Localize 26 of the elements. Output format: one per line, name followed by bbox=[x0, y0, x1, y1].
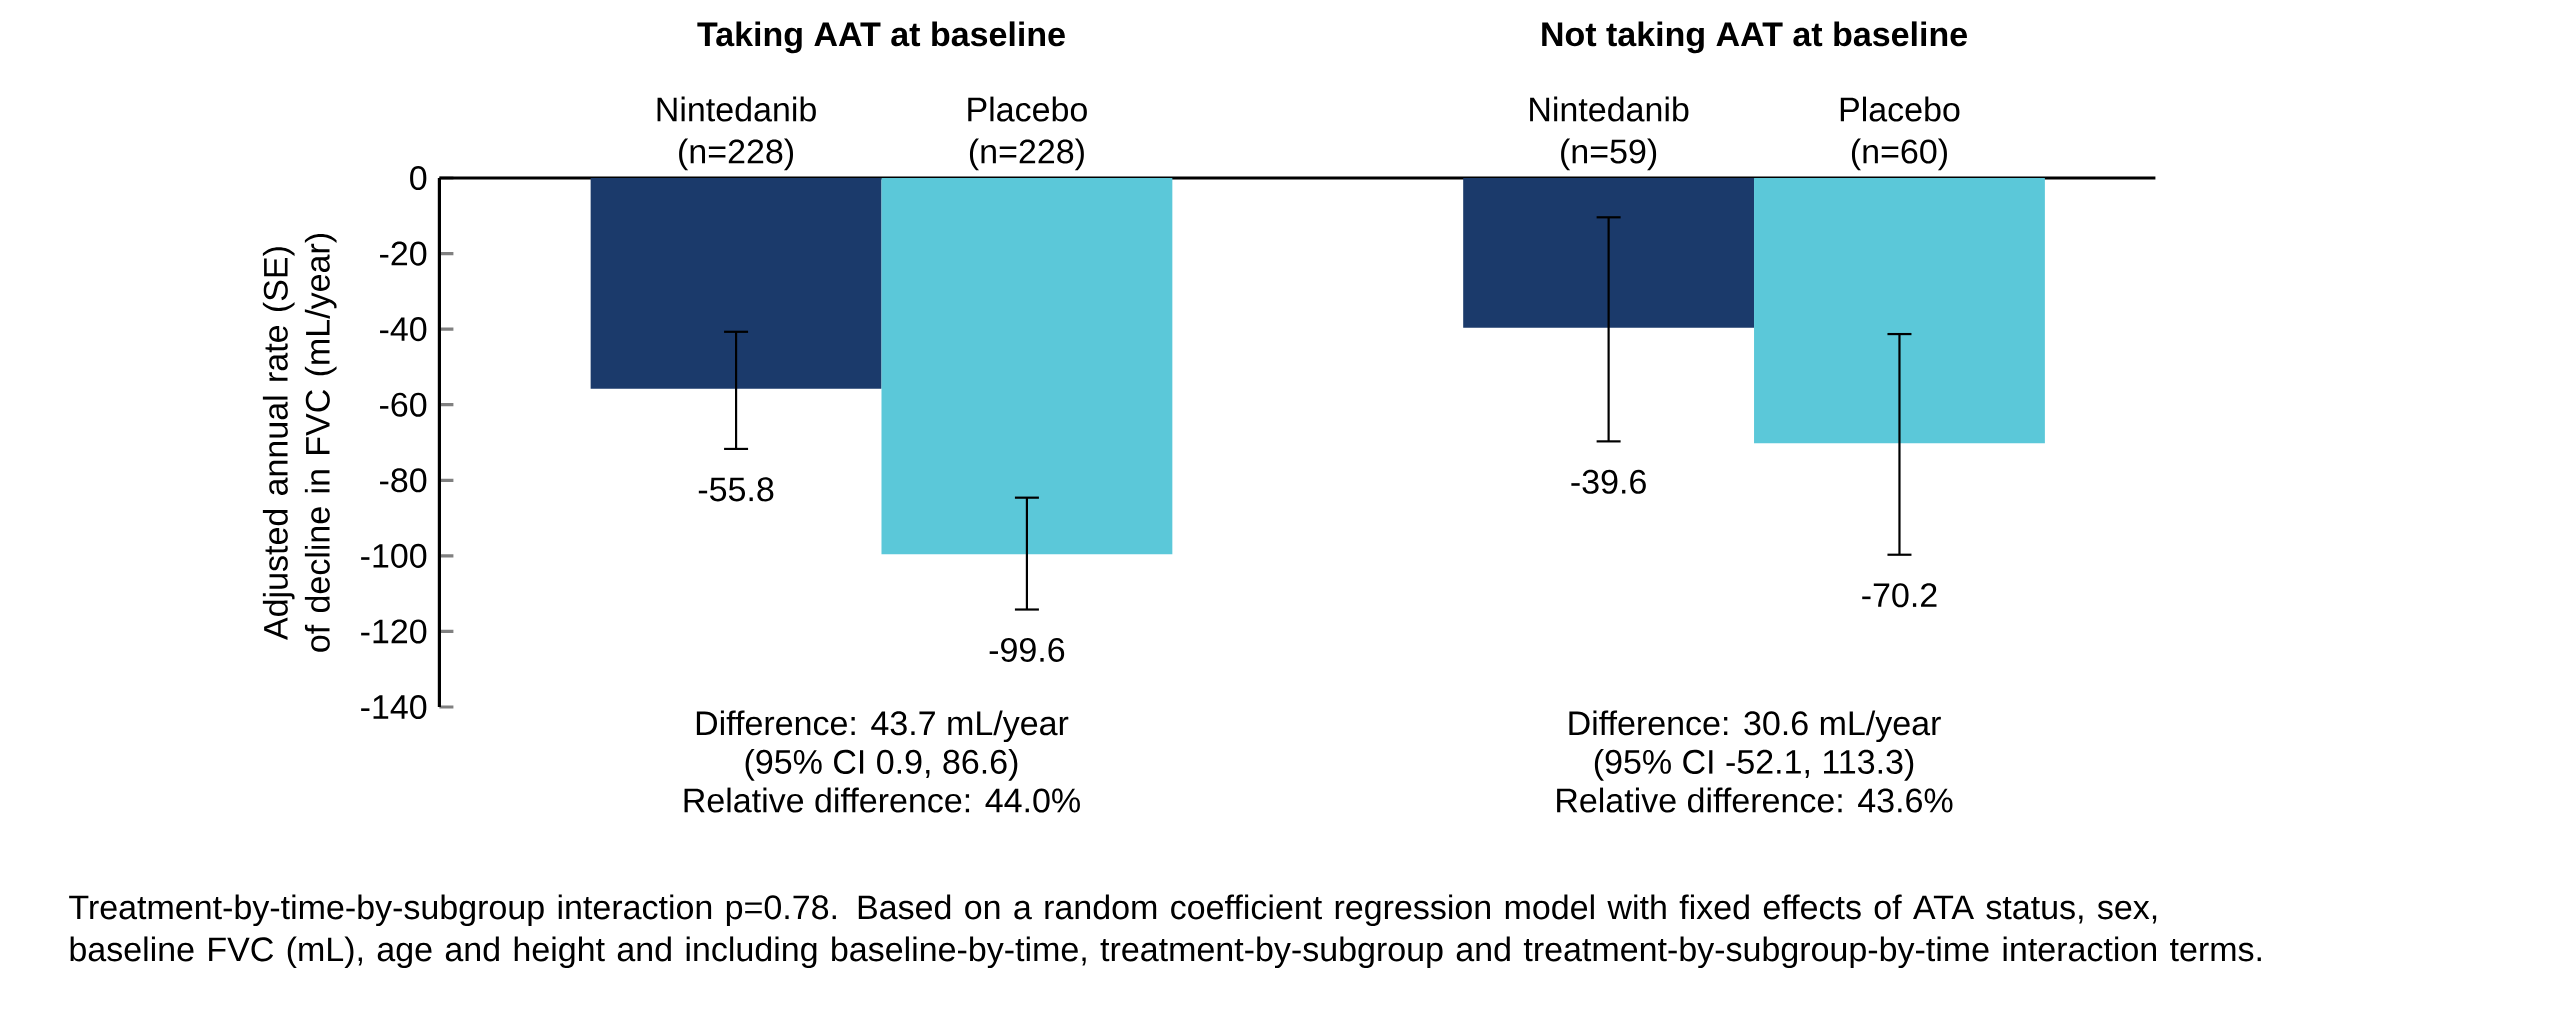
text: Relative difference: 44.0% bbox=[684, 787, 1080, 813]
text: Not taking AAT at baseline bbox=[1542, 21, 1967, 54]
x-tick-label: Placebo (n=228) bbox=[968, 96, 1087, 171]
text: Relative difference: 43.6% bbox=[1557, 787, 1953, 813]
x-tick-label: Nintedanib (n=228) bbox=[657, 96, 816, 171]
data-label: -55.8 bbox=[698, 477, 774, 502]
y-axis-title: Adjusted annual rate (SE) of decline in FVC (mL/year) bbox=[262, 233, 337, 652]
text: Difference: 30.6 mL/year bbox=[1569, 710, 1941, 743]
data-label: -99.6 bbox=[989, 637, 1065, 663]
x-tick-label: Nintedanib (n=59) bbox=[1530, 96, 1689, 171]
annotation: -70.2 bbox=[1862, 583, 1937, 608]
y-tick-label: 0 bbox=[410, 165, 427, 191]
y-tick-label: -80 bbox=[380, 468, 427, 493]
text: Taking AAT at baseline bbox=[697, 21, 1065, 54]
y-tick-label: -120 bbox=[361, 619, 427, 644]
y-tick-label: -20 bbox=[380, 241, 427, 266]
text: Difference: 43.7 mL/year bbox=[696, 710, 1069, 743]
annotation: -39.6 bbox=[1571, 469, 1646, 494]
text: (95% CI 0.9, 86.6) bbox=[745, 748, 1018, 781]
text: (95% CI -52.1, 113.3) bbox=[1594, 748, 1914, 781]
y-tick-label: -60 bbox=[380, 392, 427, 417]
y-tick-label: -100 bbox=[361, 543, 427, 568]
x-tick-label: Placebo (n=60) bbox=[1840, 96, 1960, 171]
y-tick-label: -40 bbox=[380, 317, 427, 342]
y-tick-label: -140 bbox=[361, 694, 427, 720]
text: Treatment-by-time-by-subgroup interaction p=0.78. Based on a random coefficient regression model with fixed effects of ATA status, sex, baseline FVC (mL), age and height and including baseline-by-time, treatment-by-subgroup and treatment-by-subgroup-by-time interaction terms. bbox=[69, 894, 2261, 969]
